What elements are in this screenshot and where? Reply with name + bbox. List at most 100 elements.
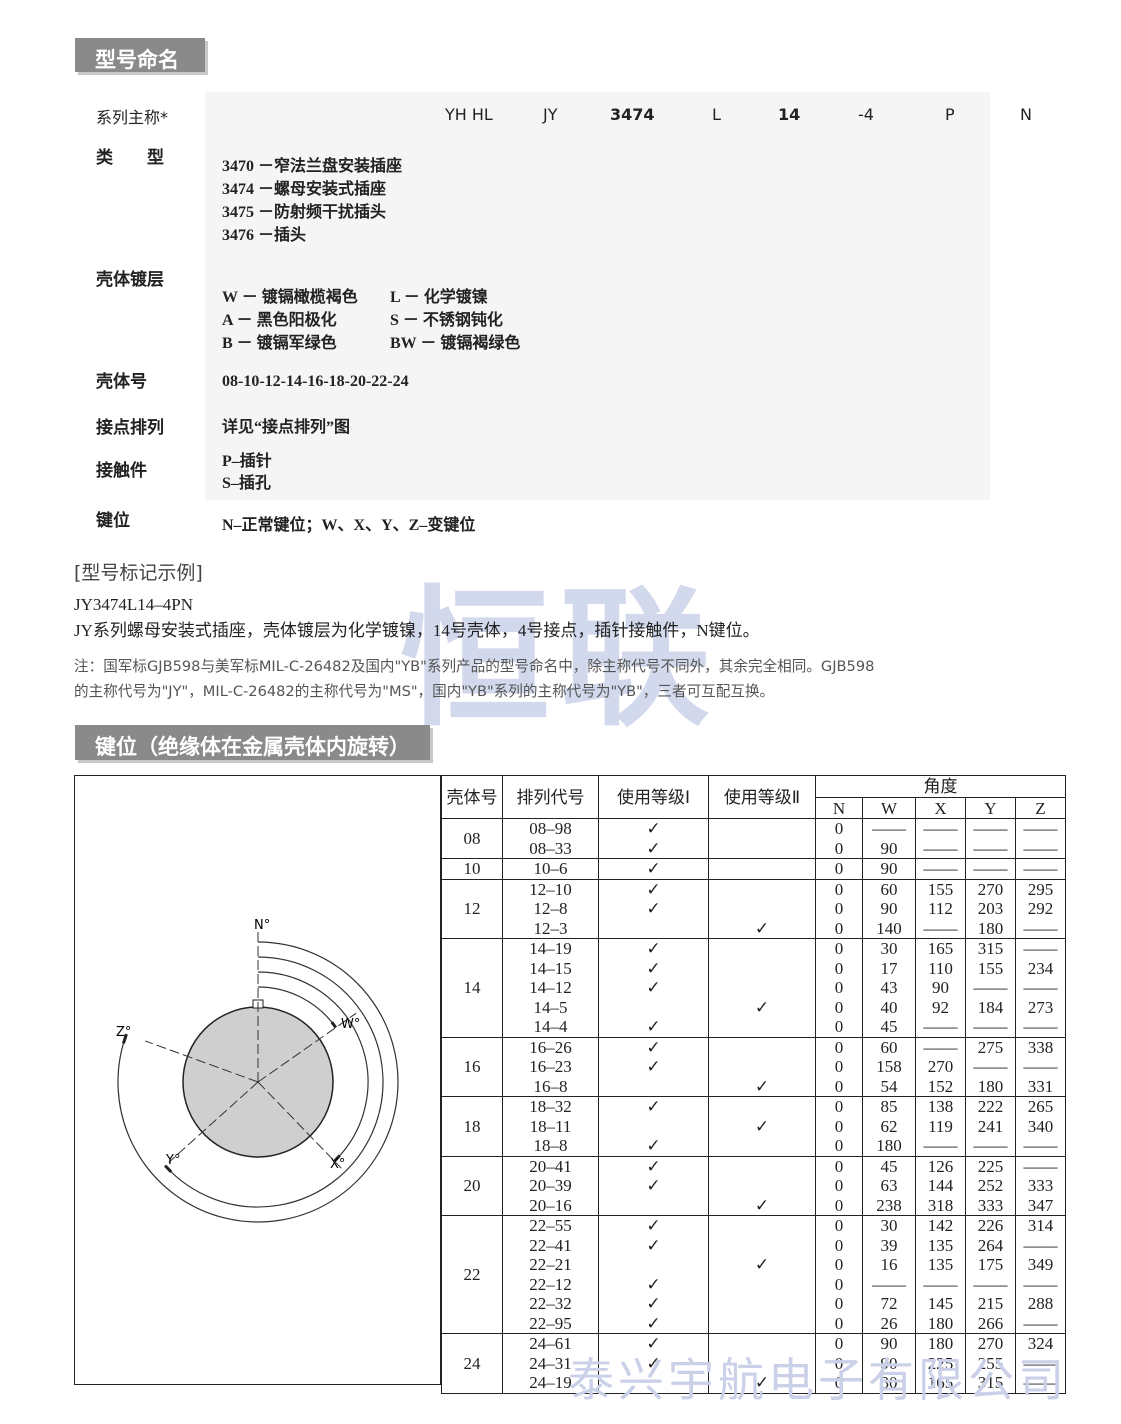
grade-cell: ✓ — [598, 1176, 709, 1196]
grade-cell — [708, 958, 816, 978]
angle-cell: 315 — [965, 1373, 1016, 1393]
grade-cell: ✓ — [598, 978, 709, 998]
grade-cell: ✓ — [598, 838, 709, 859]
code-cell: 12–10 — [502, 878, 599, 899]
code-cell: 10–6 — [502, 858, 599, 879]
table-row: 24 24–61 ✓ 0 90 180 270 324 — [441, 1333, 1066, 1393]
table-row: 20–39 ✓ 0 63 144 252 333 — [442, 1176, 1066, 1196]
grade-cell: ✓ — [598, 1313, 709, 1334]
angle-cell: 0 — [815, 1096, 863, 1117]
angle-cell: 180 — [915, 1333, 966, 1354]
angle-cell: 315 — [965, 938, 1016, 959]
grade-cell — [598, 997, 709, 1017]
angle-cell: 85 — [862, 1096, 916, 1117]
angle-cell: —— — [1015, 938, 1066, 959]
grade-cell — [598, 1255, 709, 1275]
angle-cell: 0 — [815, 1313, 863, 1334]
code-cell: 18–8 — [502, 1136, 599, 1156]
grade-cell: ✓ — [598, 818, 709, 839]
angle-cell: 288 — [1015, 1294, 1066, 1314]
angle-cell: 347 — [1015, 1195, 1066, 1216]
angle-cell: 0 — [815, 838, 863, 859]
arc-arrow — [330, 1021, 338, 1029]
section-title: 键位（绝缘体在金属壳体内旋转） — [75, 725, 430, 760]
shell-cell: 18 — [441, 1096, 503, 1156]
field-item: B － 镀镉军绿色 — [222, 335, 337, 352]
code: 14 — [778, 105, 801, 124]
angle-cell: 90 — [862, 858, 916, 879]
angle-cell: 273 — [1015, 997, 1066, 1017]
code: P — [945, 105, 955, 124]
watermark: 恒联 — [400, 573, 721, 747]
angle-cell: 318 — [915, 1195, 966, 1216]
angle-cell: 126 — [915, 1155, 966, 1176]
table-row: 12–3 ✓ 0 140 —— 180 —— — [442, 918, 1066, 939]
grade-cell — [598, 1116, 709, 1136]
arc-arrow — [164, 1164, 173, 1173]
angle-cell: 234 — [1015, 958, 1066, 978]
ref-line — [145, 1040, 259, 1083]
angle-cell: —— — [862, 818, 916, 839]
angle-cell: 0 — [815, 938, 863, 959]
angle-cell: 0 — [815, 1036, 863, 1057]
rotation-arc — [117, 941, 399, 1223]
table-row: 14–5 ✓ 0 40 92 184 273 — [442, 997, 1066, 1017]
angle-cell: —— — [915, 1017, 966, 1037]
angle-cell: 265 — [1015, 1096, 1066, 1117]
direction-label: Z° — [116, 1025, 131, 1040]
field-line: P–插针 — [222, 453, 272, 470]
angle-cell: 0 — [815, 958, 863, 978]
angle-cell: 72 — [862, 1294, 916, 1314]
angle-cell: 90 — [862, 899, 916, 919]
angle-cell: 30 — [862, 1215, 916, 1236]
note-line: 的主称代号为"JY"，MIL-C-26482的主称代号为"MS"，国内"YB"系… — [74, 683, 775, 700]
angle-cell: 0 — [815, 1235, 863, 1255]
angle-cell: —— — [1015, 1235, 1066, 1255]
grade-cell — [708, 1235, 816, 1255]
angle-cell: 90 — [862, 838, 916, 859]
angle-cell: 225 — [965, 1155, 1016, 1176]
code-cell: 14–12 — [502, 978, 599, 998]
field-item: A － 黑色阳极化 — [222, 312, 337, 329]
header-cell: X — [915, 797, 966, 819]
angle-cell: —— — [1015, 918, 1066, 939]
field-line: 3476 －插头 — [222, 227, 307, 244]
code-cell: 16–23 — [502, 1057, 599, 1077]
angle-cell: 295 — [1015, 878, 1066, 899]
table-row: 10 10–6 ✓ 0 90 —— —— —— — [441, 858, 1066, 879]
field-label: 类 型 — [96, 148, 164, 168]
table-row: 14–12 ✓ 0 43 90 —— —— — [442, 978, 1066, 998]
grade-cell: ✓ — [598, 958, 709, 978]
angle-cell: 90 — [915, 978, 966, 998]
angle-cell: 270 — [965, 1333, 1016, 1354]
code-cell: 16–26 — [502, 1036, 599, 1057]
angle-cell: 241 — [965, 1116, 1016, 1136]
grade-cell — [708, 1017, 816, 1037]
grade-cell: ✓ — [598, 1017, 709, 1037]
code-cell: 16–8 — [502, 1076, 599, 1097]
angle-cell: —— — [915, 818, 966, 839]
angle-cell: 0 — [815, 1057, 863, 1077]
angle-cell: 90 — [862, 1333, 916, 1354]
angle-cell: 0 — [815, 1176, 863, 1196]
header-cell: 排列代号 — [502, 775, 599, 819]
grade-cell — [708, 899, 816, 919]
angle-cell: 155 — [965, 958, 1016, 978]
angle-cell: 26 — [862, 1313, 916, 1334]
header-cell: 使用等级Ⅱ — [708, 775, 816, 819]
angle-cell: —— — [915, 1036, 966, 1057]
angle-cell: —— — [965, 838, 1016, 859]
code-cell: 08–33 — [502, 838, 599, 859]
angle-cell: —— — [1015, 818, 1066, 839]
arc-arrow — [121, 1033, 128, 1044]
angle-cell: 180 — [965, 1076, 1016, 1097]
angle-cell: —— — [915, 858, 966, 879]
angle-cell: 142 — [915, 1215, 966, 1236]
table-row: 18–11 ✓ 0 62 119 241 340 — [442, 1116, 1066, 1136]
table-row: 12 12–10 ✓ 0 60 155 270 295 — [441, 878, 1066, 939]
angle-cell: —— — [965, 978, 1016, 998]
angle-cell: 338 — [1015, 1036, 1066, 1057]
angle-cell: —— — [965, 818, 1016, 839]
angle-cell: 314 — [1015, 1215, 1066, 1236]
